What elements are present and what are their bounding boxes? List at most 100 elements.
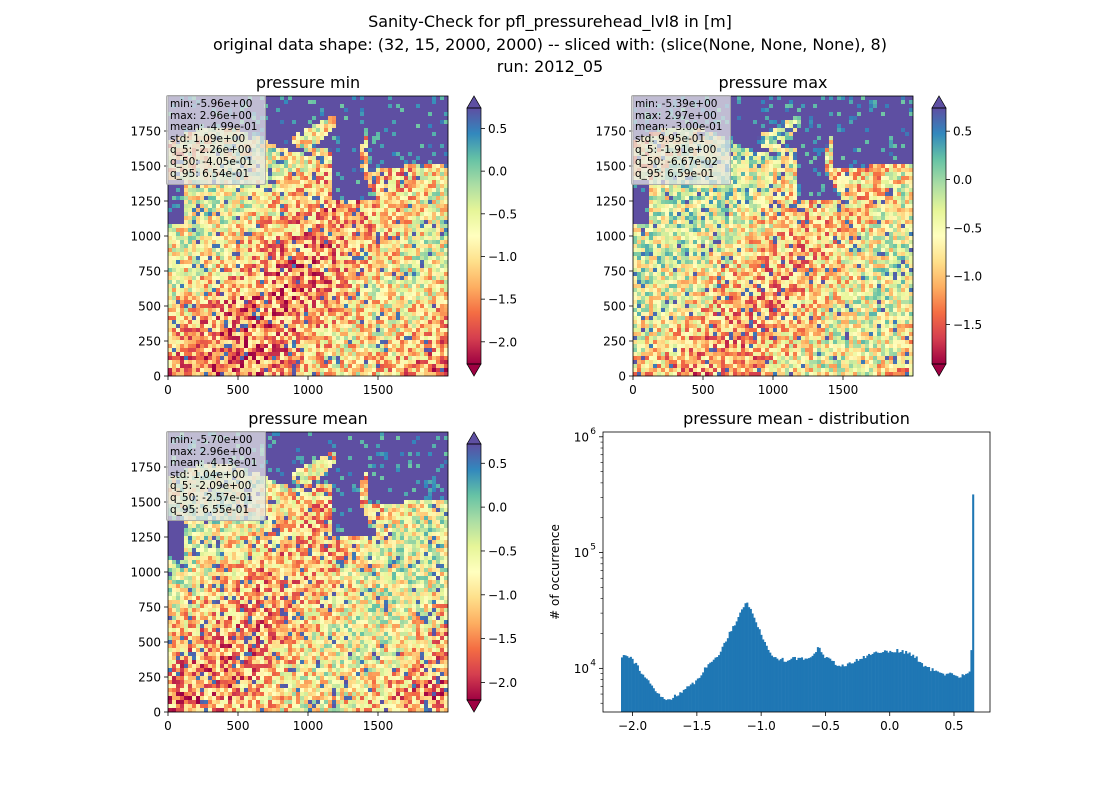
histogram-bar	[826, 657, 828, 712]
histogram-bar	[655, 691, 657, 712]
histogram-bar	[919, 662, 921, 712]
stats-line: q_50: -4.05e-01	[170, 157, 262, 169]
histogram-bar	[805, 659, 807, 712]
histogram-bar	[699, 678, 701, 712]
histogram-bar	[783, 662, 785, 712]
histogram-bar	[644, 677, 646, 712]
histogram-bar	[670, 700, 672, 712]
histogram-bar	[762, 639, 764, 712]
histogram-bar	[632, 659, 634, 712]
map-ytick-label: 1000	[130, 566, 161, 580]
histogram-bar	[695, 680, 697, 712]
histogram-bar	[739, 613, 741, 712]
histogram-bar	[702, 672, 704, 712]
colorbar-tick-label: 0.0	[488, 165, 507, 179]
histogram-bar	[921, 663, 923, 712]
histogram-bar	[939, 672, 941, 712]
colorbar-2	[932, 108, 946, 364]
map-xtick-label: 0	[164, 383, 172, 397]
histogram-bar	[776, 659, 778, 712]
histogram-bar	[926, 667, 928, 712]
histogram-bar	[866, 656, 868, 712]
histogram-bar	[836, 666, 838, 712]
histogram-bar	[833, 661, 835, 712]
map-ytick-label: 1000	[595, 230, 626, 244]
colorbar-tick-label: −0.5	[488, 544, 517, 558]
colorbar-tick-label: −1.5	[488, 293, 517, 307]
histogram-bar	[706, 668, 708, 712]
histogram-bar	[808, 658, 810, 712]
histogram-bar	[928, 667, 930, 712]
histogram-bar	[794, 657, 796, 712]
histogram-bar	[917, 662, 919, 712]
stats-box-1: min: -5.96e+00 max: 2.96e+00 mean: -4.99e-…	[166, 95, 266, 185]
histogram-bar	[782, 658, 784, 712]
histogram-bar	[734, 625, 736, 712]
histogram-bar	[748, 607, 750, 712]
histogram-bar	[877, 653, 879, 712]
map-ytick-label: 500	[138, 300, 161, 314]
map-ytick-label: 750	[603, 265, 626, 279]
histogram-bar	[870, 655, 872, 712]
histogram-ylabel: # of occurrence	[548, 524, 562, 620]
map-ytick-label: 1750	[130, 461, 161, 475]
histogram-bar	[653, 688, 655, 712]
colorbar-tick-label: −1.0	[953, 270, 982, 284]
histogram-bar	[771, 656, 773, 712]
histogram-bar	[944, 675, 946, 712]
map-xtick-label: 0	[629, 383, 637, 397]
map-ytick-label: 1500	[130, 496, 161, 510]
histogram-bar	[845, 666, 847, 712]
histogram-bar	[902, 650, 904, 712]
histogram-bar	[750, 609, 752, 712]
stats-box-3: min: -5.70e+00 max: 2.96e+00 mean: -4.13e-…	[166, 431, 266, 521]
map-ytick-label: 250	[138, 671, 161, 685]
colorbar-tick-label: 0.5	[953, 125, 972, 139]
histogram-bar	[857, 661, 859, 712]
histogram-bar	[663, 699, 665, 712]
histogram-bar	[658, 694, 660, 712]
histogram-bar	[933, 671, 935, 712]
histogram-bar	[642, 675, 644, 712]
histogram-bar	[760, 635, 762, 712]
colorbar-tick-label: −1.5	[488, 632, 517, 646]
histogram-bar	[785, 662, 787, 712]
histogram-ytick-exponent: 4	[590, 658, 596, 668]
histogram-bar	[960, 677, 962, 712]
map-ytick-label: 1250	[130, 531, 161, 545]
histogram-ytick-exponent: 6	[590, 427, 596, 437]
histogram-bar	[930, 671, 932, 712]
histogram-bar	[669, 699, 671, 712]
histogram-bar	[651, 686, 653, 712]
histogram-bar	[752, 613, 754, 712]
colorbar-tick-label: 0.5	[488, 122, 507, 136]
histogram-bar	[967, 673, 969, 712]
histogram-bar	[720, 652, 722, 712]
histogram-bar	[621, 657, 623, 712]
histogram-bar	[633, 664, 635, 712]
histogram-bar	[799, 658, 801, 712]
histogram-bar	[949, 673, 951, 712]
histogram-bar	[769, 653, 771, 712]
histogram-bar	[686, 686, 688, 712]
map-ytick-label: 1750	[130, 125, 161, 139]
histogram-bar	[679, 692, 681, 712]
histogram-bar	[840, 666, 842, 712]
histogram-bar	[861, 659, 863, 712]
histogram-bar	[893, 652, 895, 712]
map-xtick-label: 500	[227, 719, 250, 733]
map-xtick-label: 1500	[363, 719, 394, 733]
histogram-bar	[683, 690, 685, 712]
histogram-ytick-label: 10	[574, 662, 589, 676]
histogram-bar	[889, 651, 891, 712]
histogram-bar	[665, 700, 667, 712]
map-xtick-label: 500	[692, 383, 715, 397]
histogram-bar	[628, 658, 630, 712]
stats-line: q_95: 6.59e-01	[635, 169, 727, 181]
colorbar-tick-label: −2.0	[488, 335, 517, 349]
histogram-bar	[780, 659, 782, 712]
map-xtick-label: 1500	[828, 383, 859, 397]
map-xtick-label: 1000	[293, 383, 324, 397]
stats-line: min: -5.70e+00	[170, 435, 262, 447]
colorbar-extend-bottom	[467, 364, 481, 376]
